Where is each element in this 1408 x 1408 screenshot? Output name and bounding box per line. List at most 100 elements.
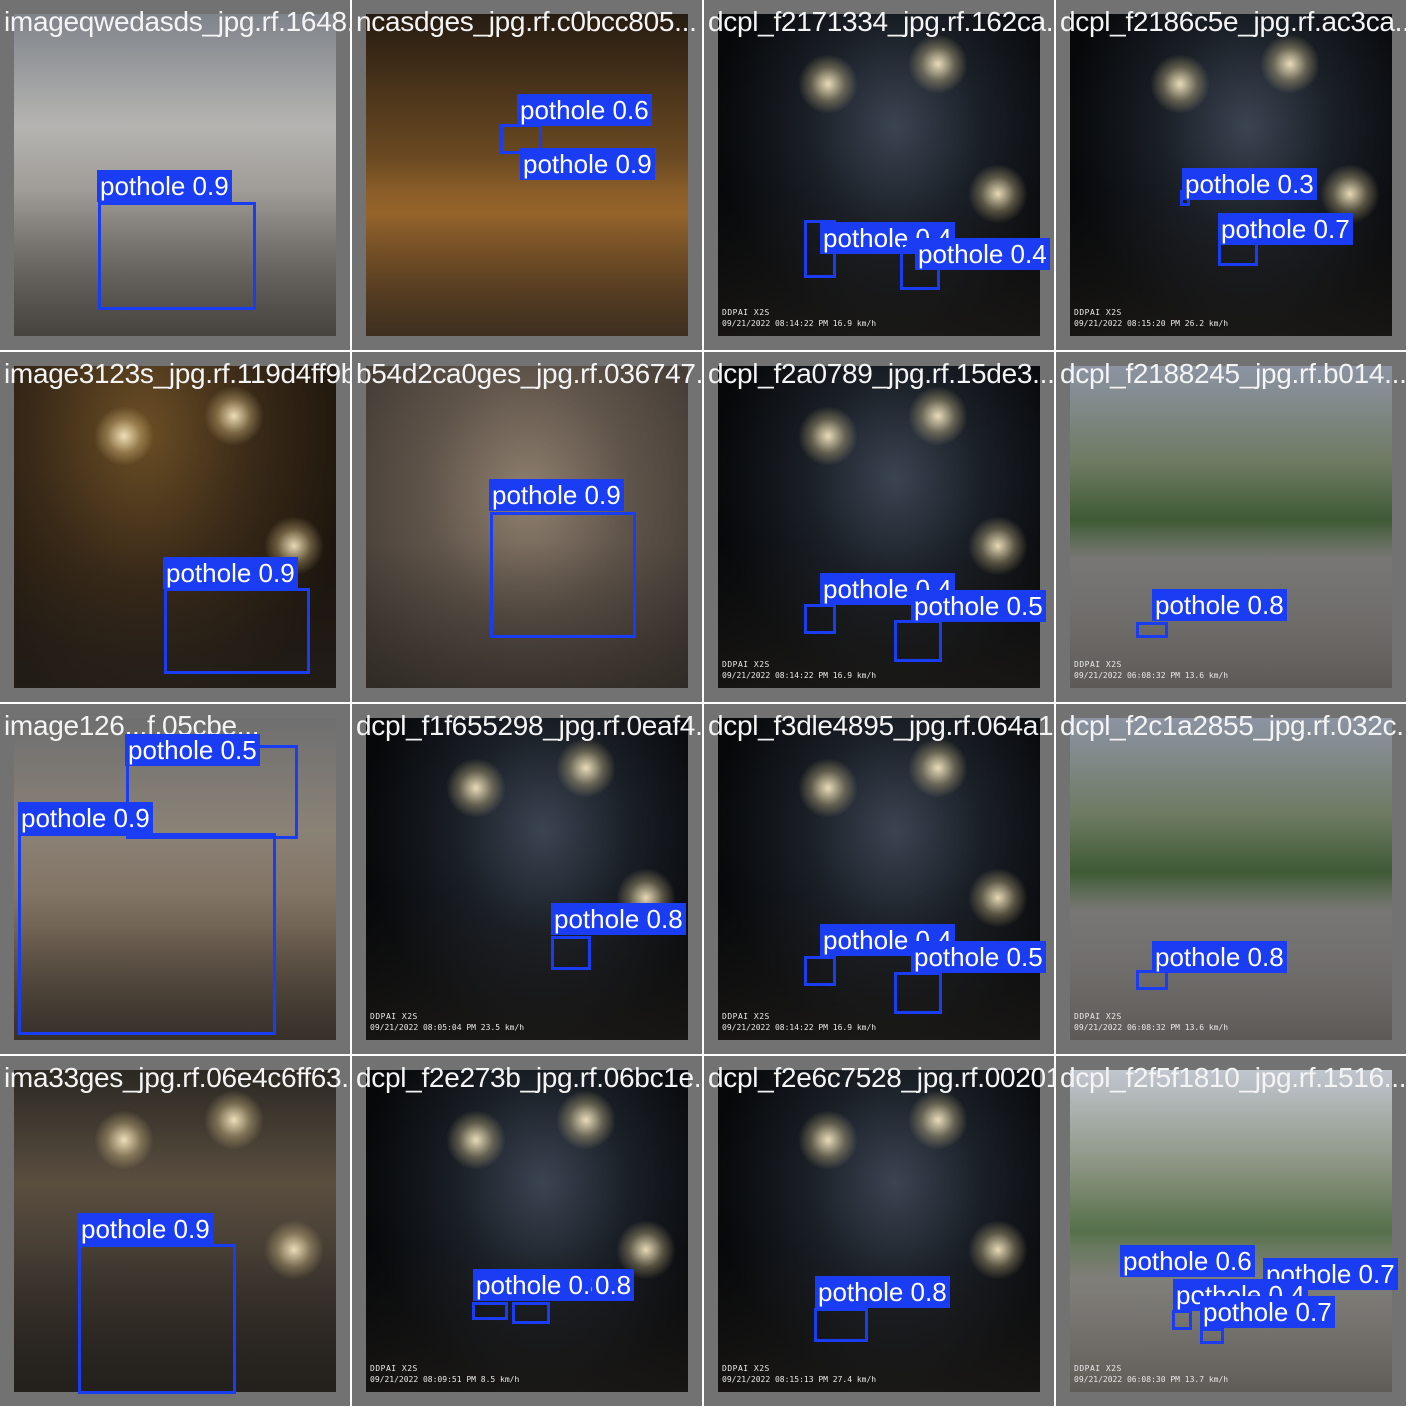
image-filename: dcpl_f2e6c7528_jpg.rf.00201fa...: [708, 1062, 1056, 1093]
pothole-bounding-box: [804, 956, 836, 986]
pothole-bounding-box: [78, 1244, 236, 1394]
light-glow: [556, 738, 616, 798]
pothole-bounding-box: [551, 936, 591, 970]
dashcam-brand: DDPAI X2S: [722, 1364, 770, 1373]
dashcam-overlay: DDPAI X2S 09/21/2022 06:08:30 PM 13.7 km/…: [1070, 1364, 1228, 1384]
detection-label: pothole 0.3: [1182, 168, 1317, 200]
light-glow: [204, 1090, 264, 1150]
pothole-bounding-box: [472, 1302, 508, 1320]
road-photo: DDPAI X2S 09/21/2022 08:09:51 PM 8.5 km/h: [366, 1070, 688, 1392]
dashcam-brand: DDPAI X2S: [722, 308, 770, 317]
detection-label: pothole 0.8: [473, 1269, 608, 1301]
road-surface: [14, 191, 336, 336]
light-glow: [94, 1110, 154, 1170]
mosaic-tile[interactable]: DDPAI X2S 09/21/2022 06:08:30 PM 13.7 km/…: [1056, 1056, 1408, 1408]
dashcam-overlay: DDPAI X2S 09/21/2022 08:14:22 PM 16.9 km/…: [718, 1012, 876, 1032]
image-filename: dcpl_f2a0789_jpg.rf.15de3...: [708, 358, 1055, 389]
image-filename: b54d2ca0ges_jpg.rf.036747...: [356, 358, 704, 389]
light-glow: [798, 758, 858, 818]
mosaic-tile[interactable]: b54d2ca0ges_jpg.rf.036747...pothole 0.9: [352, 352, 704, 704]
light-glow: [204, 386, 264, 446]
mosaic-tile[interactable]: DDPAI X2S 09/21/2022 08:14:22 PM 16.9 km/…: [704, 352, 1056, 704]
dashcam-overlay: DDPAI X2S 09/21/2022 08:05:04 PM 23.5 km/…: [366, 1012, 524, 1032]
dashcam-overlay: DDPAI X2S 09/21/2022 08:15:20 PM 26.2 km/…: [1070, 308, 1228, 328]
road-photo: DDPAI X2S 09/21/2022 08:14:22 PM 16.9 km/…: [718, 718, 1040, 1040]
dashcam-brand: DDPAI X2S: [1074, 1364, 1122, 1373]
dashcam-overlay: DDPAI X2S 09/21/2022 08:15:13 PM 27.4 km/…: [718, 1364, 876, 1384]
mosaic-tile[interactable]: imageqwedasds_jpg.rf.1648...pothole 0.9: [0, 0, 352, 352]
dashcam-timestamp: 09/21/2022 08:15:13 PM 27.4 km/h: [722, 1375, 877, 1384]
pothole-bounding-box: [512, 1302, 550, 1324]
detection-label: pothole 0.8: [1152, 589, 1287, 621]
mosaic-tile[interactable]: ncasdges_jpg.rf.c0bcc805...pothole 0.6 po…: [352, 0, 704, 352]
mosaic-tile[interactable]: image3123s_jpg.rf.119d4ff9b0...pothole 0…: [0, 352, 352, 704]
mosaic-tile[interactable]: DDPAI X2S 09/21/2022 08:14:22 PM 16.9 km/…: [704, 704, 1056, 1056]
pothole-bounding-box: [804, 604, 836, 634]
light-glow: [798, 1110, 858, 1170]
light-glow: [908, 738, 968, 798]
image-filename: dcpl_f2e273b_jpg.rf.06bc1e...: [356, 1062, 704, 1093]
mosaic-tile[interactable]: DDPAI X2S 09/21/2022 08:15:20 PM 26.2 km/…: [1056, 0, 1408, 352]
pothole-bounding-box: [164, 588, 310, 674]
detection-label: pothole 0.6: [517, 94, 652, 126]
dashcam-timestamp: 09/21/2022 08:14:22 PM 16.9 km/h: [722, 671, 877, 680]
light-glow: [446, 758, 506, 818]
detection-label: pothole 0.9: [78, 1213, 213, 1245]
image-filename: image3123s_jpg.rf.119d4ff9b0...: [4, 358, 352, 389]
dashcam-overlay: DDPAI X2S 09/21/2022 08:14:22 PM 16.9 km/…: [718, 308, 876, 328]
detection-label: pothole 0.9: [489, 479, 624, 511]
pothole-bounding-box: [98, 202, 256, 310]
dashcam-overlay: DDPAI X2S 09/21/2022 08:14:22 PM 16.9 km/…: [718, 660, 876, 680]
image-filename: dcpl_f2188245_jpg.rf.b014...: [1060, 358, 1407, 389]
road-surface: [14, 895, 336, 1040]
detection-label: pothole 0.5: [911, 590, 1046, 622]
image-filename: imageqwedasds_jpg.rf.1648...: [4, 6, 352, 37]
light-glow: [908, 386, 968, 446]
road-photo: DDPAI X2S 09/21/2022 06:08:32 PM 13.6 km/…: [1070, 718, 1392, 1040]
dashcam-brand: DDPAI X2S: [370, 1364, 418, 1373]
pothole-bounding-box: [894, 620, 942, 662]
image-filename: dcpl_f2171334_jpg.rf.162ca...: [708, 6, 1056, 37]
light-glow: [556, 1090, 616, 1150]
image-filename: ncasdges_jpg.rf.c0bcc805...: [356, 6, 697, 37]
mosaic-tile[interactable]: DDPAI X2S 09/21/2022 08:15:13 PM 27.4 km/…: [704, 1056, 1056, 1408]
road-photo: DDPAI X2S 09/21/2022 08:14:22 PM 16.9 km/…: [718, 14, 1040, 336]
dashcam-overlay: DDPAI X2S 09/21/2022 08:09:51 PM 8.5 km/h: [366, 1364, 519, 1384]
detection-label: pothole 0.8: [551, 903, 686, 935]
light-glow: [798, 406, 858, 466]
light-glow: [1150, 54, 1210, 114]
road-photo: DDPAI X2S 09/21/2022 06:08:30 PM 13.7 km/…: [1070, 1070, 1392, 1392]
image-filename: dcpl_f1f655298_jpg.rf.0eaf4...: [356, 710, 704, 741]
dashcam-timestamp: 09/21/2022 08:15:20 PM 26.2 km/h: [1074, 319, 1229, 328]
detection-label: pothole 0.4: [915, 238, 1050, 270]
mosaic-tile[interactable]: DDPAI X2S 09/21/2022 08:05:04 PM 23.5 km/…: [352, 704, 704, 1056]
image-filename: dcpl_f2c1a2855_jpg.rf.032c...: [1060, 710, 1408, 741]
dashcam-brand: DDPAI X2S: [1074, 308, 1122, 317]
mosaic-tile[interactable]: DDPAI X2S 09/21/2022 06:08:32 PM 13.6 km/…: [1056, 704, 1408, 1056]
dashcam-timestamp: 09/21/2022 08:14:22 PM 16.9 km/h: [722, 1023, 877, 1032]
dashcam-brand: DDPAI X2S: [722, 660, 770, 669]
mosaic-tile[interactable]: DDPAI X2S 09/21/2022 08:14:22 PM 16.9 km/…: [704, 0, 1056, 352]
mosaic-tile[interactable]: ima33ges_jpg.rf.06e4c6ff63...pothole 0.9: [0, 1056, 352, 1408]
dashcam-overlay: DDPAI X2S 09/21/2022 06:08:32 PM 13.6 km/…: [1070, 660, 1228, 680]
pothole-bounding-box: [1136, 622, 1168, 638]
detection-label: pothole 0.8: [1152, 941, 1287, 973]
pothole-bounding-box: [490, 512, 636, 638]
dashcam-timestamp: 09/21/2022 08:09:51 PM 8.5 km/h: [370, 1375, 520, 1384]
mosaic-tile[interactable]: image126...f.05cbe... pothole 0.5 pothole …: [0, 704, 352, 1056]
dashcam-overlay: DDPAI X2S 09/21/2022 06:08:32 PM 13.6 km/…: [1070, 1012, 1228, 1032]
mosaic-tile[interactable]: DDPAI X2S 09/21/2022 06:08:32 PM 13.6 km/…: [1056, 352, 1408, 704]
detection-label: pothole 0.9: [18, 802, 153, 834]
mosaic-tile[interactable]: DDPAI X2S 09/21/2022 08:09:51 PM 8.5 km/h…: [352, 1056, 704, 1408]
detection-label: pothole 0.9: [520, 148, 655, 180]
dashcam-timestamp: 09/21/2022 08:14:22 PM 16.9 km/h: [722, 319, 877, 328]
image-filename: ima33ges_jpg.rf.06e4c6ff63...: [4, 1062, 352, 1093]
light-glow: [908, 1090, 968, 1150]
light-glow: [798, 54, 858, 114]
dashcam-brand: DDPAI X2S: [1074, 660, 1122, 669]
image-filename: dcpl_f2f5f1810_jpg.rf.1516...: [1060, 1062, 1407, 1093]
detection-label: pothole 0.7: [1218, 213, 1353, 245]
pothole-bounding-box: [18, 833, 276, 1035]
detection-label: pothole 0.9: [163, 557, 298, 589]
detection-label: pothole 0.9: [97, 170, 232, 202]
